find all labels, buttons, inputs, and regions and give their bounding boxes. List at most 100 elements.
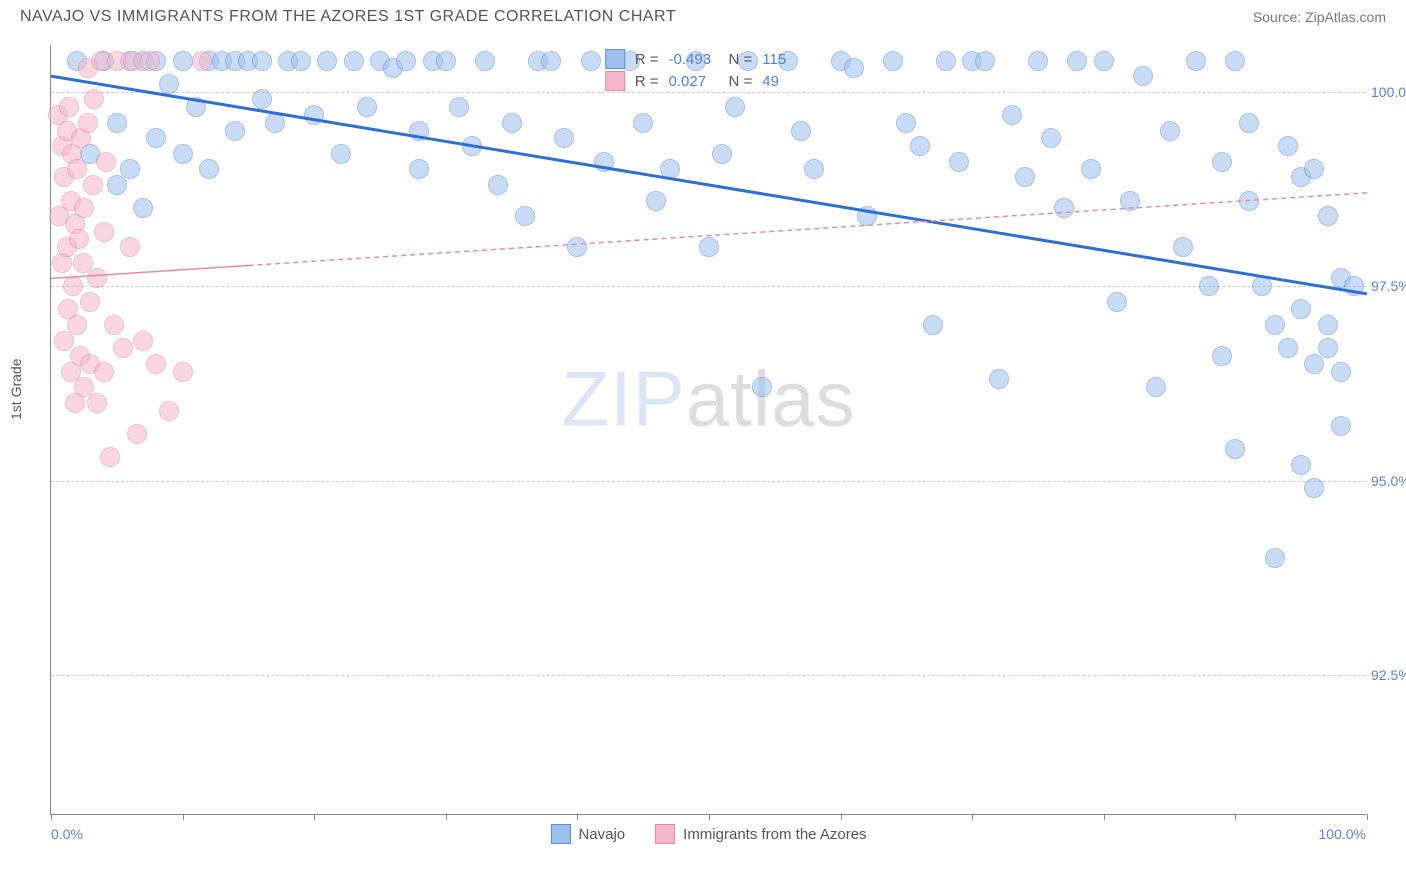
point-navajo: [475, 51, 495, 71]
point-navajo: [910, 136, 930, 156]
trend-line-dashed: [248, 193, 1367, 266]
stat-r-navajo: -0.493: [669, 51, 719, 68]
point-navajo: [1265, 548, 1285, 568]
point-navajo: [396, 51, 416, 71]
point-navajo: [1318, 315, 1338, 335]
stat-label-n: N =: [729, 51, 753, 68]
legend-stats-row-navajo: R = -0.493 N = 115: [605, 49, 813, 69]
trend-line: [51, 76, 1367, 294]
point-navajo: [936, 51, 956, 71]
point-navajo: [1199, 276, 1219, 296]
gridline: [51, 675, 1366, 676]
point-navajo: [317, 51, 337, 71]
point-navajo: [1318, 206, 1338, 226]
legend-item-navajo: Navajo: [550, 824, 625, 844]
point-navajo: [1120, 191, 1140, 211]
watermark-atlas: atlas: [686, 354, 856, 442]
chart-source: Source: ZipAtlas.com: [1253, 9, 1386, 25]
point-navajo: [120, 159, 140, 179]
point-navajo: [1331, 416, 1351, 436]
point-navajo: [409, 121, 429, 141]
point-azores: [146, 354, 166, 374]
point-navajo: [462, 136, 482, 156]
point-azores: [83, 175, 103, 195]
point-navajo: [1304, 159, 1324, 179]
legend-swatch-azores: [605, 71, 625, 91]
point-navajo: [252, 89, 272, 109]
x-axis-label-right: 100.0%: [1319, 826, 1366, 842]
point-navajo: [989, 369, 1009, 389]
y-tick-label: 92.5%: [1371, 667, 1406, 683]
point-navajo: [1331, 362, 1351, 382]
point-navajo: [712, 144, 732, 164]
x-tick: [972, 814, 973, 820]
point-navajo: [133, 198, 153, 218]
point-navajo: [1225, 439, 1245, 459]
point-navajo: [488, 175, 508, 195]
point-navajo: [436, 51, 456, 71]
point-azores: [96, 152, 116, 172]
trendlines-svg: [51, 45, 1366, 814]
y-tick-label: 100.0%: [1371, 84, 1406, 100]
point-navajo: [357, 97, 377, 117]
point-navajo: [409, 159, 429, 179]
point-navajo: [186, 97, 206, 117]
x-tick: [1367, 814, 1368, 820]
point-navajo: [1028, 51, 1048, 71]
point-navajo: [1344, 276, 1364, 296]
point-navajo: [1278, 136, 1298, 156]
gridline: [51, 481, 1366, 482]
point-navajo: [699, 237, 719, 257]
watermark: ZIPatlas: [561, 353, 855, 444]
point-navajo: [344, 51, 364, 71]
point-navajo: [1278, 338, 1298, 358]
point-navajo: [1212, 152, 1232, 172]
x-tick: [709, 814, 710, 820]
y-axis-label: 1st Grade: [8, 359, 24, 420]
point-azores: [159, 401, 179, 421]
stat-n-azores: 49: [762, 73, 812, 90]
point-navajo: [896, 113, 916, 133]
x-tick: [51, 814, 52, 820]
point-navajo: [857, 206, 877, 226]
x-tick: [183, 814, 184, 820]
point-navajo: [975, 51, 995, 71]
x-tick: [841, 814, 842, 820]
stat-label-r: R =: [635, 51, 659, 68]
legend-item-azores: Immigrants from the Azores: [655, 824, 866, 844]
x-axis-label-left: 0.0%: [51, 826, 83, 842]
point-azores: [67, 315, 87, 335]
stat-r-azores: 0.027: [669, 73, 719, 90]
point-azores: [59, 97, 79, 117]
point-navajo: [1252, 276, 1272, 296]
point-navajo: [1146, 377, 1166, 397]
point-navajo: [1002, 105, 1022, 125]
point-azores: [113, 338, 133, 358]
legend-swatch-azores-bottom: [655, 824, 675, 844]
point-navajo: [252, 51, 272, 71]
point-navajo: [541, 51, 561, 71]
x-tick: [1235, 814, 1236, 820]
point-azores: [69, 229, 89, 249]
point-navajo: [752, 377, 772, 397]
point-navajo: [1107, 292, 1127, 312]
point-navajo: [725, 97, 745, 117]
point-navajo: [567, 237, 587, 257]
point-navajo: [1054, 198, 1074, 218]
point-navajo: [1291, 455, 1311, 475]
point-azores: [87, 393, 107, 413]
point-navajo: [1212, 346, 1232, 366]
point-navajo: [1265, 315, 1285, 335]
point-azores: [100, 447, 120, 467]
chart-plot-area: ZIPatlas 92.5%95.0%97.5%100.0% R = -0.49…: [50, 45, 1366, 815]
point-navajo: [1041, 128, 1061, 148]
point-azores: [67, 159, 87, 179]
point-navajo: [923, 315, 943, 335]
point-azores: [140, 51, 160, 71]
point-navajo: [1239, 113, 1259, 133]
legend-stats-row-azores: R = 0.027 N = 49: [605, 71, 813, 91]
stat-n-navajo: 115: [762, 51, 812, 68]
point-azores: [74, 198, 94, 218]
x-tick: [1104, 814, 1105, 820]
x-tick: [314, 814, 315, 820]
